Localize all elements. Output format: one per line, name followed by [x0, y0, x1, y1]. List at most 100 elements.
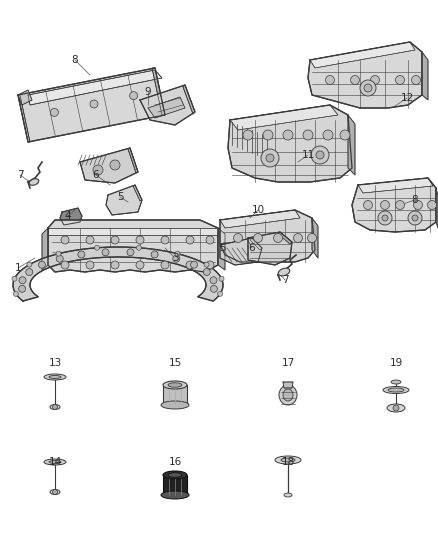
- Circle shape: [27, 262, 32, 267]
- Ellipse shape: [387, 404, 405, 412]
- Text: 4: 4: [65, 211, 71, 221]
- Polygon shape: [28, 70, 162, 105]
- Circle shape: [56, 251, 61, 256]
- Ellipse shape: [391, 380, 401, 384]
- Circle shape: [408, 211, 422, 225]
- Circle shape: [218, 292, 223, 296]
- Circle shape: [263, 130, 273, 140]
- Text: 6: 6: [93, 170, 99, 180]
- Text: 9: 9: [145, 87, 151, 97]
- Polygon shape: [48, 228, 218, 235]
- Circle shape: [19, 277, 26, 284]
- Circle shape: [136, 261, 144, 269]
- Ellipse shape: [278, 268, 290, 276]
- Text: 13: 13: [48, 358, 62, 368]
- Text: 16: 16: [168, 457, 182, 467]
- Circle shape: [393, 405, 399, 411]
- Bar: [163, 385, 187, 405]
- Circle shape: [161, 261, 169, 269]
- Polygon shape: [42, 228, 48, 270]
- Circle shape: [90, 100, 98, 108]
- Circle shape: [364, 84, 372, 92]
- Circle shape: [78, 251, 85, 258]
- Polygon shape: [310, 42, 415, 68]
- Circle shape: [93, 165, 103, 175]
- Text: 19: 19: [389, 358, 403, 368]
- Text: 15: 15: [168, 358, 182, 368]
- Text: 5: 5: [117, 192, 124, 202]
- Circle shape: [210, 285, 217, 292]
- Circle shape: [283, 130, 293, 140]
- Polygon shape: [220, 210, 315, 262]
- Circle shape: [161, 236, 169, 244]
- Text: 6: 6: [249, 243, 255, 253]
- Polygon shape: [220, 210, 300, 228]
- Circle shape: [325, 76, 335, 85]
- Polygon shape: [128, 148, 138, 173]
- Circle shape: [396, 76, 405, 85]
- Polygon shape: [312, 218, 318, 258]
- Ellipse shape: [29, 179, 39, 185]
- Text: 1: 1: [15, 263, 21, 273]
- Polygon shape: [228, 105, 352, 182]
- Polygon shape: [248, 232, 292, 265]
- Polygon shape: [152, 68, 165, 115]
- Polygon shape: [133, 185, 142, 201]
- Ellipse shape: [168, 383, 182, 387]
- Circle shape: [371, 76, 379, 85]
- Text: 18: 18: [281, 457, 295, 467]
- Text: 7: 7: [282, 275, 288, 285]
- Circle shape: [303, 130, 313, 140]
- Circle shape: [111, 236, 119, 244]
- Circle shape: [136, 236, 144, 244]
- Circle shape: [340, 130, 350, 140]
- Ellipse shape: [383, 386, 409, 393]
- Polygon shape: [18, 95, 30, 142]
- Ellipse shape: [163, 471, 187, 479]
- Ellipse shape: [388, 388, 404, 392]
- Text: 8: 8: [72, 55, 78, 65]
- Ellipse shape: [279, 385, 297, 405]
- Circle shape: [266, 154, 274, 162]
- Circle shape: [411, 76, 420, 85]
- Circle shape: [243, 130, 253, 140]
- Polygon shape: [18, 68, 165, 142]
- Circle shape: [95, 245, 99, 251]
- Polygon shape: [308, 42, 422, 108]
- Circle shape: [86, 261, 94, 269]
- Ellipse shape: [168, 473, 182, 477]
- Text: 7: 7: [17, 170, 23, 180]
- Text: 10: 10: [251, 205, 265, 215]
- Circle shape: [130, 92, 138, 100]
- Polygon shape: [250, 238, 262, 250]
- Circle shape: [56, 255, 63, 262]
- Circle shape: [412, 215, 418, 221]
- Circle shape: [350, 76, 360, 85]
- Circle shape: [203, 269, 210, 276]
- Circle shape: [378, 211, 392, 225]
- Circle shape: [12, 276, 17, 281]
- Ellipse shape: [161, 401, 189, 409]
- Circle shape: [14, 292, 18, 296]
- Polygon shape: [140, 85, 195, 125]
- Polygon shape: [106, 185, 142, 215]
- Circle shape: [26, 269, 33, 276]
- Polygon shape: [352, 178, 436, 232]
- Text: 14: 14: [48, 457, 62, 467]
- Circle shape: [53, 489, 57, 495]
- Circle shape: [86, 236, 94, 244]
- Circle shape: [427, 200, 437, 209]
- Circle shape: [382, 215, 388, 221]
- Ellipse shape: [284, 493, 292, 497]
- Circle shape: [111, 261, 119, 269]
- Polygon shape: [358, 178, 433, 193]
- Circle shape: [210, 277, 217, 284]
- Circle shape: [413, 200, 423, 209]
- Ellipse shape: [44, 459, 66, 465]
- Circle shape: [273, 233, 283, 243]
- Circle shape: [61, 261, 69, 269]
- Ellipse shape: [44, 374, 66, 380]
- Circle shape: [381, 200, 389, 209]
- Circle shape: [311, 146, 329, 164]
- Circle shape: [127, 249, 134, 256]
